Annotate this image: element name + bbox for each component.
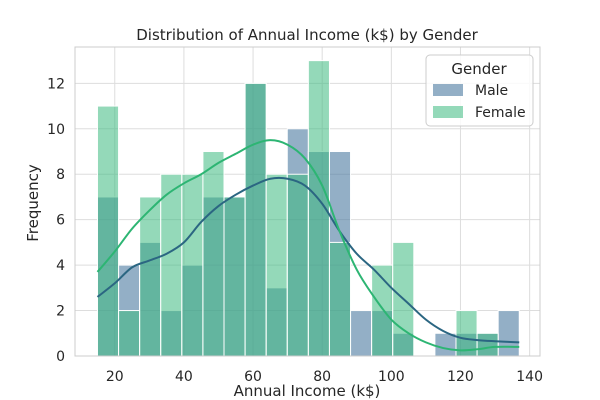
- kde-curves: [96, 139, 520, 352]
- chart-title: Distribution of Annual Income (k$) by Ge…: [136, 26, 478, 44]
- bar-female: [160, 173, 183, 357]
- legend: Gender Male Female: [425, 54, 534, 127]
- bar-male: [350, 310, 373, 357]
- y-axis-ticks: 0 2 4 6 8 10 12: [47, 76, 65, 365]
- bar-female: [328, 241, 352, 357]
- legend-label-female: Female: [475, 105, 526, 121]
- x-axis-ticks: 20 40 60 80 100 120 140: [106, 369, 543, 385]
- legend-swatch-female: [433, 106, 463, 118]
- bar-female: [139, 196, 162, 357]
- y-tick-label: 8: [56, 167, 65, 183]
- kde-line-female: [96, 139, 520, 352]
- bar-male: [434, 332, 457, 357]
- plot-frame: [74, 46, 541, 357]
- y-tick-label: 0: [56, 349, 65, 365]
- bar-female: [244, 82, 267, 357]
- x-tick-label: 60: [244, 369, 262, 385]
- legend-title: Gender: [451, 60, 507, 78]
- legend-label-male: Male: [475, 83, 508, 99]
- bar-female: [181, 173, 204, 357]
- plot-border: [74, 46, 541, 357]
- y-tick-label: 12: [47, 76, 65, 92]
- legend-swatch-male: [433, 84, 463, 96]
- bar-male: [497, 310, 520, 357]
- y-tick-label: 6: [56, 213, 65, 229]
- bar-female: [286, 173, 309, 357]
- bar-female: [265, 173, 288, 357]
- x-tick-label: 40: [175, 369, 193, 385]
- y-tick-label: 4: [56, 258, 65, 274]
- y-tick-label: 2: [56, 304, 65, 320]
- x-tick-label: 100: [378, 369, 405, 385]
- histogram-bars: [96, 60, 520, 357]
- bar-female: [202, 151, 225, 357]
- y-axis-label: Frequency: [24, 164, 42, 242]
- bar-female: [223, 196, 246, 357]
- x-tick-label: 120: [447, 369, 474, 385]
- bar-female: [96, 105, 120, 357]
- x-tick-label: 20: [106, 369, 124, 385]
- x-tick-label: 80: [313, 369, 331, 385]
- x-tick-label: 140: [516, 369, 543, 385]
- x-axis-label: Annual Income (k$): [234, 382, 381, 400]
- bar-female: [118, 310, 141, 357]
- kde-line-male: [96, 176, 520, 344]
- y-tick-label: 10: [47, 122, 65, 138]
- bar-female: [476, 332, 499, 357]
